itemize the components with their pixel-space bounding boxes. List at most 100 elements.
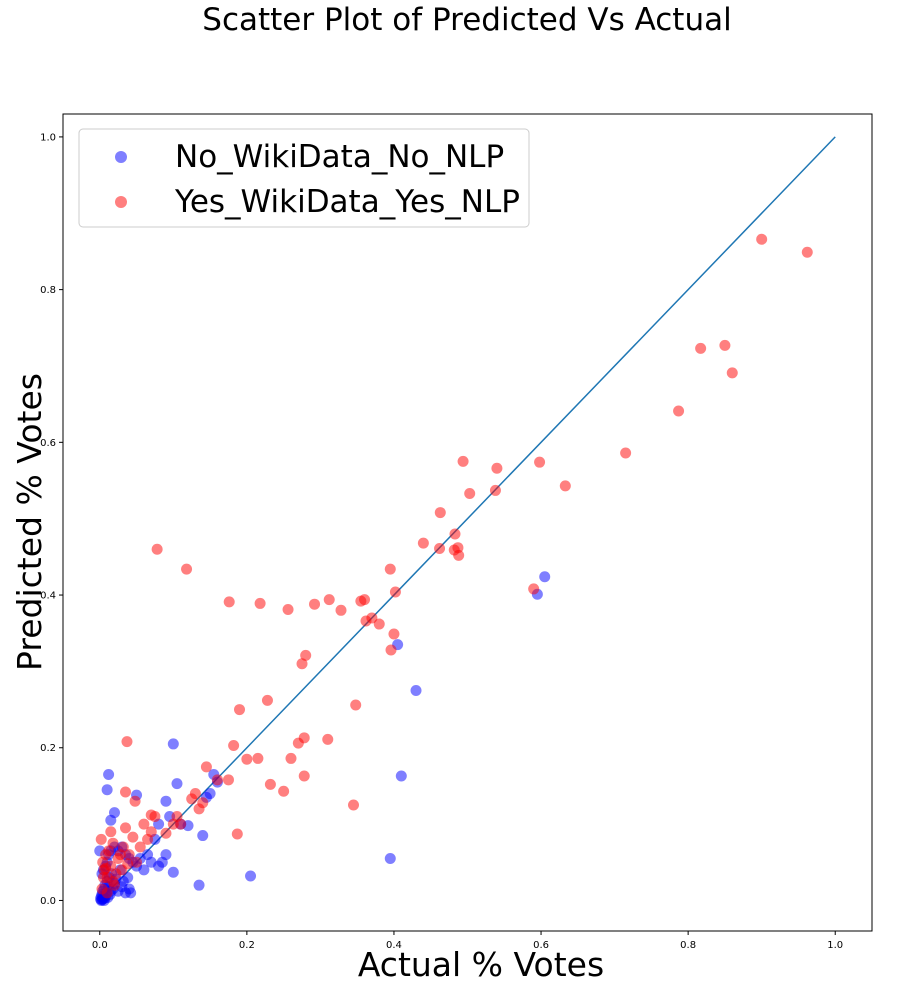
scatter-point: [417, 537, 429, 549]
scatter-point: [100, 862, 112, 874]
scatter-point: [298, 732, 310, 744]
legend: No_WikiData_No_NLP Yes_WikiData_Yes_NLP: [78, 128, 530, 228]
scatter-point: [129, 795, 141, 807]
scatter-point: [125, 887, 137, 899]
scatter-point: [453, 549, 465, 561]
scatter-point: [145, 826, 157, 838]
scatter-point: [222, 774, 234, 786]
y-axis-ticks: 0.0 0.2 0.4 0.6 0.8 1.0: [40, 132, 63, 907]
scatter-point: [151, 543, 163, 555]
scatter-point: [457, 455, 469, 467]
scatter-point: [204, 788, 216, 800]
scatter-point: [234, 704, 246, 716]
scatter-point: [322, 733, 334, 745]
scatter-point: [300, 649, 312, 661]
scatter-point: [410, 684, 422, 696]
scatter-point: [228, 739, 240, 751]
scatter-point: [282, 604, 294, 616]
scatter-point: [348, 799, 360, 811]
scatter-point: [223, 596, 235, 608]
scatter-point: [107, 875, 119, 887]
scatter-point: [107, 837, 119, 849]
scatter-point: [134, 841, 146, 853]
y-tick-label: 1.0: [40, 132, 56, 143]
scatter-point: [491, 462, 503, 474]
scatter-point: [197, 830, 209, 842]
scatter-point: [726, 367, 738, 379]
scatter-point: [264, 778, 276, 790]
legend-label-no-wikidata: No_WikiData_No_NLP: [175, 139, 504, 175]
scatter-point: [673, 405, 685, 417]
x-tick-label: 0.0: [92, 940, 108, 951]
scatter-point: [366, 612, 378, 624]
scatter-point: [122, 872, 134, 884]
scatter-point: [211, 774, 223, 786]
legend-label-yes-wikidata: Yes_WikiData_Yes_NLP: [174, 184, 520, 220]
scatter-point: [95, 833, 107, 845]
scatter-point: [167, 738, 179, 750]
scatter-point: [103, 768, 115, 780]
scatter-point: [296, 658, 308, 670]
scatter-point: [123, 849, 135, 861]
scatter-point: [200, 761, 212, 773]
y-tick-label: 0.6: [40, 438, 56, 449]
scatter-point: [138, 818, 150, 830]
scatter-point: [197, 797, 209, 809]
x-tick-label: 0.2: [239, 940, 255, 951]
scatter-point: [101, 784, 113, 796]
scatter-point: [695, 342, 707, 354]
scatter-point: [117, 841, 129, 853]
legend-box: [78, 128, 530, 228]
scatter-point: [131, 856, 143, 868]
scatter-point: [719, 339, 731, 351]
scatter-point: [96, 883, 108, 895]
scatter-point: [384, 563, 396, 575]
x-tick-label: 0.8: [680, 940, 696, 951]
scatter-point: [620, 447, 632, 459]
scatter-point: [105, 826, 117, 838]
reference-line: [99, 136, 836, 901]
y-tick-label: 0.2: [40, 743, 56, 754]
scatter-point: [120, 822, 132, 834]
series-layer: [94, 233, 813, 906]
scatter-point: [160, 795, 172, 807]
series-1: [95, 233, 813, 899]
scatter-point: [138, 864, 150, 876]
scatter-point: [254, 597, 266, 609]
scatter-point: [298, 770, 310, 782]
x-axis-ticks: 0.0 0.2 0.4 0.6 0.8 1.0: [92, 931, 843, 951]
scatter-point: [231, 828, 243, 840]
scatter-point: [252, 752, 264, 764]
scatter-point: [434, 507, 446, 519]
scatter-point: [384, 852, 396, 864]
scatter-point: [181, 563, 193, 575]
scatter-point: [309, 598, 321, 610]
scatter-point: [323, 594, 335, 606]
scatter-point: [145, 809, 157, 821]
scatter-point: [395, 770, 407, 782]
scatter-point: [388, 628, 400, 640]
scatter-point: [245, 870, 257, 882]
scatter-point: [120, 786, 132, 798]
scatter-point: [449, 528, 461, 540]
chart-title: Scatter Plot of Predicted Vs Actual: [202, 2, 731, 38]
scatter-point: [278, 785, 290, 797]
scatter-point: [489, 484, 501, 496]
legend-marker-no-wikidata: [115, 151, 127, 163]
x-tick-label: 1.0: [827, 940, 843, 951]
scatter-point: [108, 807, 120, 819]
scatter-point: [127, 831, 139, 843]
scatter-point: [285, 752, 297, 764]
scatter-point: [539, 571, 551, 583]
scatter-point: [434, 542, 446, 554]
y-tick-label: 0.8: [40, 285, 56, 296]
scatter-point: [389, 586, 401, 598]
y-axis-label: Predicted % Votes: [10, 373, 49, 671]
x-tick-label: 0.4: [386, 940, 402, 951]
scatter-point: [171, 778, 183, 790]
legend-marker-yes-wikidata: [115, 196, 127, 208]
scatter-point: [801, 246, 813, 258]
plot-area: [62, 113, 873, 932]
plot-border: [62, 113, 873, 932]
scatter-point: [167, 866, 179, 878]
